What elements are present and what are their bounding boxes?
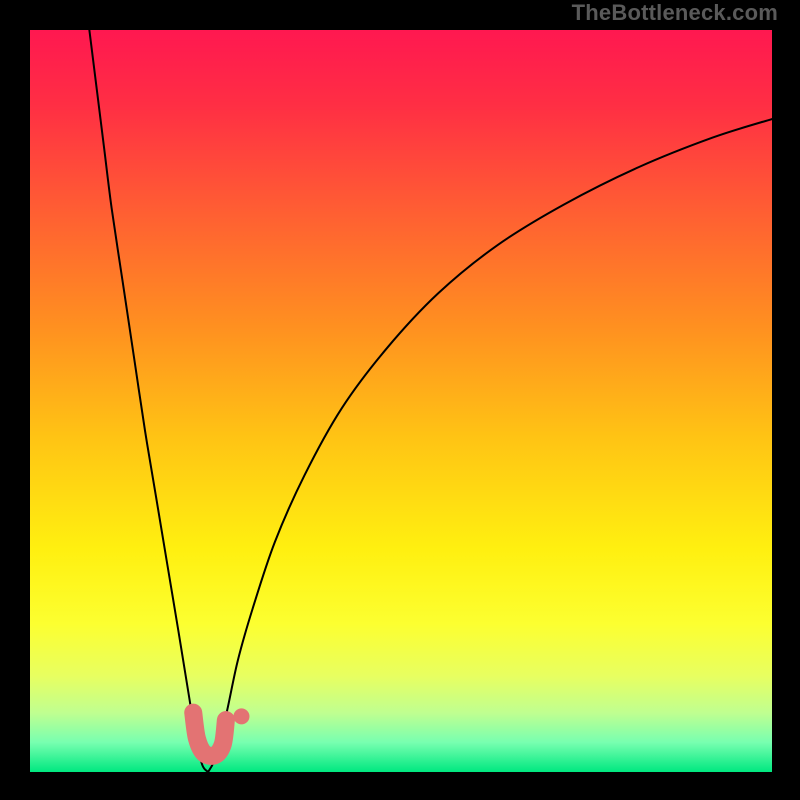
watermark-text: TheBottleneck.com [572,0,778,26]
plot-area [30,30,772,772]
chart-container: TheBottleneck.com [0,0,800,800]
bottleneck-chart [30,30,772,772]
marker-dot [233,708,249,724]
